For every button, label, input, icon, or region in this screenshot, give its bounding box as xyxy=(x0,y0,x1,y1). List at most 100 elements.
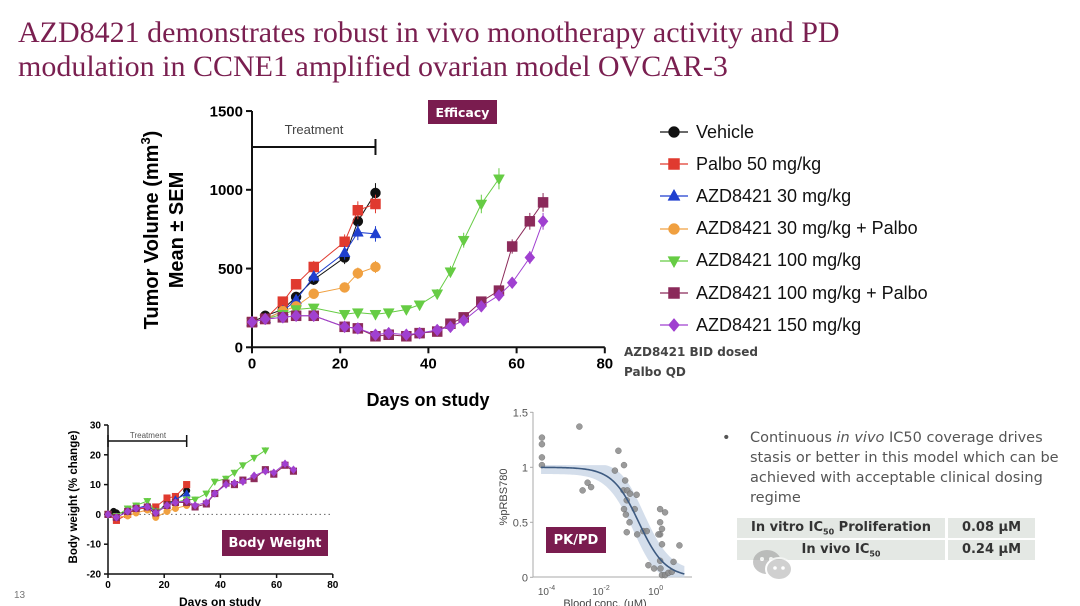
pk-y-axis-label: %pRBS780 xyxy=(498,469,510,526)
data-point xyxy=(444,267,457,279)
data-point xyxy=(351,308,364,320)
legend-marker-icon xyxy=(660,126,688,138)
data-point xyxy=(307,269,320,281)
data-point xyxy=(308,288,319,299)
data-point xyxy=(493,288,505,302)
x-tick-label: 20 xyxy=(332,355,349,372)
data-point xyxy=(221,475,231,484)
data-point xyxy=(261,447,270,455)
ic50-table: In vitro IC50 Proliferation 0.08 µM In v… xyxy=(737,518,1035,562)
data-point xyxy=(369,227,382,239)
bw-x-axis-label: Days on study xyxy=(179,595,261,606)
legend-marker-icon xyxy=(660,222,688,235)
data-point xyxy=(383,326,395,340)
data-point xyxy=(308,309,320,323)
x-tick-label: 60 xyxy=(508,355,525,372)
page-number: 13 xyxy=(14,590,26,601)
legend-item: Palbo 50 mg/kg xyxy=(658,148,928,180)
data-point xyxy=(579,487,586,494)
data-point xyxy=(183,496,191,506)
data-point xyxy=(645,561,652,569)
data-point xyxy=(222,480,230,489)
x-tick-label: 40 xyxy=(215,580,227,591)
data-point xyxy=(230,469,239,478)
data-point xyxy=(401,328,412,342)
data-point xyxy=(163,501,171,510)
label-text: In vitro IC xyxy=(751,520,824,535)
y-tick-label: 1 xyxy=(522,462,528,474)
data-point xyxy=(210,478,219,487)
x-tick-label: 10-4 xyxy=(538,585,555,598)
dosing-note-palbo: Palbo QD xyxy=(624,365,686,379)
data-point xyxy=(171,498,180,507)
body-weight-label: Body Weight xyxy=(222,530,328,556)
x-tick-label: 0 xyxy=(248,355,256,372)
x-tick-label: 0 xyxy=(105,580,111,591)
y-tick-label: 1500 xyxy=(210,103,243,120)
data-point xyxy=(183,481,191,489)
data-point xyxy=(370,198,381,210)
data-point xyxy=(191,501,199,510)
legend-marker-icon xyxy=(660,189,688,202)
data-point xyxy=(670,558,677,566)
slide-title-line-1: AZD8421 demonstrates robust in vivo mono… xyxy=(18,16,840,49)
data-point xyxy=(493,174,505,186)
data-point xyxy=(506,276,518,290)
y-tick-label: 10 xyxy=(90,480,102,491)
efficacy-label: Efficacy xyxy=(428,100,497,124)
x-tick-label: 40 xyxy=(420,355,437,372)
data-point xyxy=(338,246,351,258)
y-label-close: ) xyxy=(141,131,163,138)
data-point xyxy=(656,557,664,565)
data-point xyxy=(400,305,413,317)
fit-curve xyxy=(541,466,685,575)
y-tick-label: -20 xyxy=(87,570,102,581)
data-point xyxy=(289,465,298,475)
bullet-text: Continuous in vivo IC50 coverage drives … xyxy=(750,428,1062,508)
data-point xyxy=(352,268,364,279)
x-tick-label: 60 xyxy=(271,580,283,591)
data-point xyxy=(620,461,628,469)
data-point xyxy=(250,471,258,481)
data-point xyxy=(538,434,546,441)
data-point xyxy=(163,494,171,502)
bullet-text-post: IC50 coverage drives stasis or better in… xyxy=(750,430,1059,506)
data-point xyxy=(338,309,351,321)
data-point xyxy=(656,519,664,526)
table-cell-value: 0.08 µM xyxy=(948,518,1035,538)
y-tick-label: 0 xyxy=(235,340,243,357)
legend-marker xyxy=(668,222,680,235)
data-point xyxy=(259,312,271,326)
legend-marker xyxy=(668,158,680,171)
data-point xyxy=(230,478,239,488)
label-subscript: 50 xyxy=(869,549,881,559)
legend-label: AZD8421 150 mg/kg xyxy=(696,314,862,335)
data-point xyxy=(633,531,641,538)
data-point xyxy=(475,199,488,211)
data-point xyxy=(281,459,289,469)
data-point xyxy=(352,322,364,335)
legend-item: AZD8421 150 mg/kg xyxy=(658,309,928,341)
data-point xyxy=(658,541,666,548)
data-point xyxy=(537,214,549,228)
data-point xyxy=(132,504,140,513)
x-tick-label: 10-2 xyxy=(592,585,609,598)
data-point xyxy=(370,328,381,342)
legend-label: Palbo 50 mg/kg xyxy=(696,153,822,174)
bullet-icon: • xyxy=(722,430,731,446)
legend-label: AZD8421 30 mg/kg + Palbo xyxy=(696,218,918,239)
data-point xyxy=(650,565,658,572)
table-row: In vitro IC50 Proliferation 0.08 µM xyxy=(737,518,1035,538)
main-treatment-label: Treatment xyxy=(285,122,344,137)
y-tick-label: 30 xyxy=(90,421,102,432)
y-tick-label: 0 xyxy=(522,572,528,584)
data-point xyxy=(623,528,630,536)
legend-marker xyxy=(667,189,681,202)
label-text: In vivo IC xyxy=(801,542,870,557)
data-point xyxy=(270,468,278,478)
main-x-axis-label: Days on study xyxy=(366,390,489,410)
main-y-axis-label-2: Mean ± SEM xyxy=(166,172,188,289)
y-tick-label: -10 xyxy=(87,540,102,551)
x-tick-label: 80 xyxy=(327,580,339,591)
legend-marker xyxy=(668,287,680,299)
